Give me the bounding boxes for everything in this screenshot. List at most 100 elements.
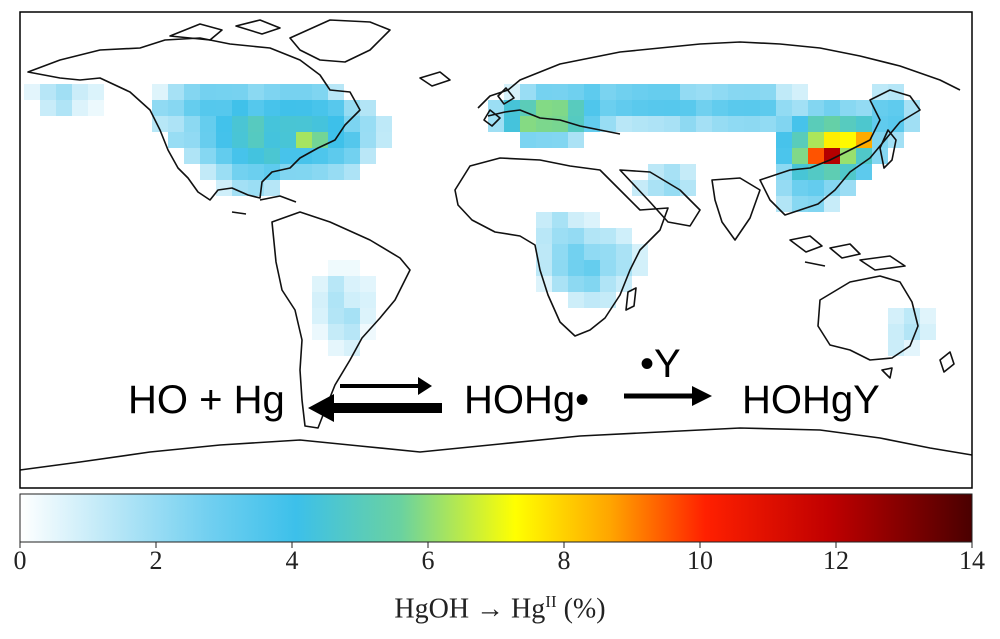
heat-cell [312, 164, 328, 180]
heat-cell [568, 84, 584, 100]
heat-cell [856, 132, 872, 148]
coastlines [19, 19, 973, 471]
colorbar-tick-label: 2 [149, 546, 163, 575]
heat-cell [616, 116, 632, 132]
heat-cell [552, 212, 568, 228]
heat-cell [776, 196, 792, 212]
heat-cell [24, 84, 40, 100]
heat-cell [648, 100, 664, 116]
heat-cell [632, 244, 648, 260]
heat-cell [568, 292, 584, 308]
heat-cell [328, 340, 344, 356]
heat-cell [40, 100, 56, 116]
heat-cell [328, 148, 344, 164]
heat-cell [248, 164, 264, 180]
heat-cell [920, 308, 936, 324]
heat-cell [232, 132, 248, 148]
heat-cell [728, 100, 744, 116]
heat-cell [744, 100, 760, 116]
heat-cell [88, 84, 104, 100]
heat-cell [344, 292, 360, 308]
colorbar-ticks [19, 542, 973, 548]
heat-cell [280, 164, 296, 180]
heat-cell [312, 100, 328, 116]
heat-cell [312, 324, 328, 340]
heat-cell [552, 276, 568, 292]
heat-cell [808, 180, 824, 196]
heat-cell [536, 132, 552, 148]
heat-cell [648, 116, 664, 132]
heat-cell [888, 340, 904, 356]
heat-cell [216, 180, 232, 196]
heat-cell [616, 84, 632, 100]
heat-cell [360, 116, 376, 132]
heat-cell [808, 132, 824, 148]
heat-cell [360, 308, 376, 324]
heat-cell [552, 84, 568, 100]
heat-cell [568, 276, 584, 292]
heat-cell [600, 116, 616, 132]
heat-cell [616, 260, 632, 276]
heat-cell [696, 84, 712, 100]
heat-cell [232, 84, 248, 100]
heat-cell [520, 132, 536, 148]
heat-cell [344, 260, 360, 276]
heat-cell [232, 116, 248, 132]
heat-cell [168, 84, 184, 100]
heat-cell [264, 148, 280, 164]
heat-cell [648, 164, 664, 180]
product-label: HOHgY [742, 378, 880, 422]
heat-cell [760, 100, 776, 116]
colorbar-label: HgOH → HgII (%) [394, 592, 606, 625]
heat-cell [328, 308, 344, 324]
heat-cell [344, 276, 360, 292]
heat-cell [216, 100, 232, 116]
heat-cell [344, 324, 360, 340]
heat-cell [680, 180, 696, 196]
heat-cell [360, 132, 376, 148]
heat-cell [200, 116, 216, 132]
heat-cell [712, 84, 728, 100]
heat-cell [360, 148, 376, 164]
heat-cell [280, 148, 296, 164]
heat-cell [360, 292, 376, 308]
heat-cell [552, 100, 568, 116]
heat-cell [808, 100, 824, 116]
heat-cell [584, 260, 600, 276]
heat-cell [632, 116, 648, 132]
heat-cell [312, 148, 328, 164]
heat-cell [328, 260, 344, 276]
heat-cell [520, 116, 536, 132]
heat-cell [776, 132, 792, 148]
heat-cell [632, 260, 648, 276]
heat-cell [312, 132, 328, 148]
heat-cell [536, 244, 552, 260]
heat-cell [840, 100, 856, 116]
heat-cell [824, 196, 840, 212]
heat-cell [664, 164, 680, 180]
heat-cell [824, 164, 840, 180]
heat-cell [312, 116, 328, 132]
heat-cell [216, 148, 232, 164]
heat-cell [840, 180, 856, 196]
heat-cell [232, 100, 248, 116]
heat-cell [216, 84, 232, 100]
heat-cell [488, 116, 504, 132]
heat-cell [312, 276, 328, 292]
heat-cell [792, 116, 808, 132]
heat-cell [264, 180, 280, 196]
heat-cell [600, 260, 616, 276]
heat-cell [248, 116, 264, 132]
heat-cell [584, 100, 600, 116]
heat-cell [792, 164, 808, 180]
heat-cell [296, 84, 312, 100]
heat-cell [280, 84, 296, 100]
heat-cell [344, 116, 360, 132]
heat-cell [904, 340, 920, 356]
heat-cell [584, 84, 600, 100]
heat-cell [552, 228, 568, 244]
heat-cell [184, 148, 200, 164]
heat-cell [344, 132, 360, 148]
heat-cell [696, 100, 712, 116]
